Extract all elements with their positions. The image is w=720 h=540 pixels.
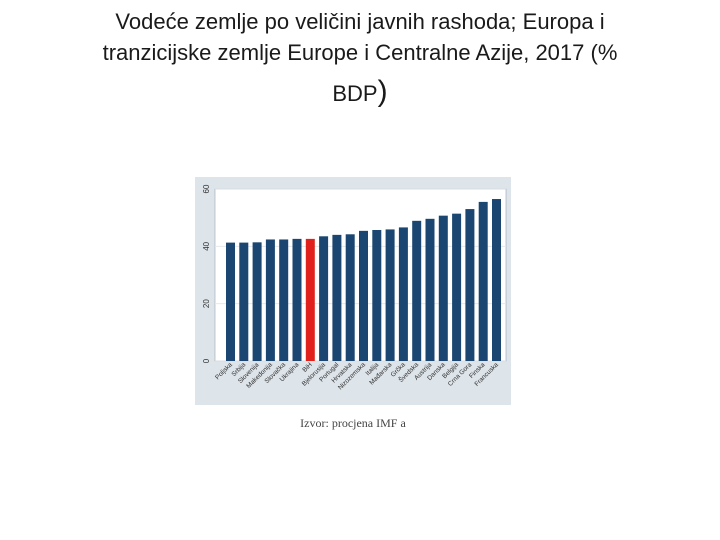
bar (478, 201, 488, 361)
bar (398, 227, 408, 361)
bar (279, 239, 289, 361)
title-closing-paren: ) (377, 75, 388, 108)
slide-title: Vodeće zemlje po veličini javnih rashoda… (0, 6, 720, 109)
chart-image: 0 20 40 60 Poljska Srbija Slovenija Makedonija… (195, 177, 511, 405)
title-line-2: tranzicijske zemlje Europe i Centralne A… (102, 40, 618, 65)
bar (252, 242, 262, 361)
bar (425, 218, 435, 361)
bar-chart: 0 20 40 60 PoljskaSrbijaSlovenijaMakedonija… (202, 184, 507, 392)
y-tick-label: 20 (202, 299, 211, 308)
source-note: Izvor: procjena IMF a (300, 416, 406, 430)
bar (372, 229, 382, 361)
title-line-1: Vodeće zemlje po veličini javnih rashoda… (115, 9, 605, 34)
title-line-3: BDP) (0, 76, 720, 109)
bar (492, 199, 501, 361)
bar (239, 242, 249, 361)
bar (412, 220, 422, 361)
bar (292, 238, 302, 361)
bar (226, 242, 235, 361)
bar (305, 238, 315, 361)
title-unit: BDP (332, 81, 378, 106)
y-tick-label: 40 (202, 241, 211, 250)
y-tick-label: 0 (202, 358, 211, 363)
bar (452, 213, 462, 361)
bars (226, 199, 501, 361)
bar (332, 234, 342, 361)
y-tick-label: 60 (202, 184, 211, 193)
x-axis-labels: PoljskaSrbijaSlovenijaMakedonijaSlovačka… (214, 360, 500, 392)
bar (345, 234, 355, 361)
bar (465, 209, 475, 361)
bar (319, 236, 329, 361)
bar (438, 215, 448, 361)
bar (359, 230, 368, 361)
bar (265, 239, 275, 361)
bar (385, 229, 395, 361)
y-axis-ticks: 0 20 40 60 (202, 184, 211, 363)
